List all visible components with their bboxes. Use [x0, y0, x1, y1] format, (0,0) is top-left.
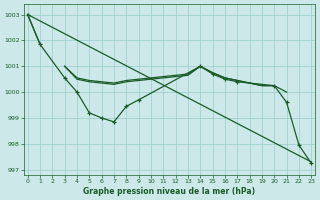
- X-axis label: Graphe pression niveau de la mer (hPa): Graphe pression niveau de la mer (hPa): [84, 187, 256, 196]
